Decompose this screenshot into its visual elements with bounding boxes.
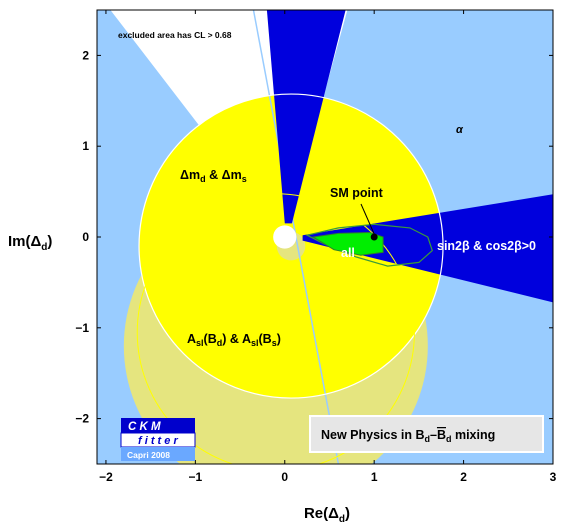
centre-excluded [273, 225, 297, 249]
sm-point-arrow [360, 203, 375, 235]
x-tick-label: 3 [550, 470, 557, 484]
plot-area [97, 10, 553, 464]
all-region [311, 231, 384, 256]
x-tick-label: 2 [460, 470, 467, 484]
logo-capri: Capri 2008 [127, 450, 170, 460]
alpha-label: α [456, 124, 464, 136]
y-tick-label: 0 [82, 230, 89, 244]
asl-outline [136, 193, 415, 464]
y-axis-ticks: −2 −1 0 1 2 [75, 48, 553, 426]
y-tick-label: −2 [75, 412, 89, 426]
x-axis-ticks: −2 −1 0 1 2 3 [99, 10, 557, 484]
sm-point-marker [370, 233, 378, 241]
x-tick-label: −1 [189, 470, 203, 484]
dm-region [139, 94, 444, 399]
sin2beta-label: sin2β & cos2β>0 [437, 239, 536, 253]
title-banner: New Physics in Bd–Bd mixing [309, 415, 544, 453]
dm-label: Δmd & Δms [180, 168, 247, 184]
y-tick-label: 2 [82, 48, 89, 62]
y-tick-label: −1 [75, 321, 89, 335]
x-axis-label: Re(Δd) [304, 505, 350, 522]
y-axis-label: Im(Δd) [8, 233, 52, 253]
x-tick-label: −2 [99, 470, 113, 484]
sm-point-label: SM point [330, 186, 384, 200]
x-tick-label: 0 [281, 470, 288, 484]
sin2beta-region-upper [266, 10, 346, 224]
all-label: all [341, 246, 355, 260]
x-tick-label: 1 [371, 470, 378, 484]
all-outer-contour [305, 223, 433, 267]
sin2beta-region [302, 194, 553, 303]
logo-ckm: C K M [128, 421, 161, 433]
logo-fitter: f i t t e r [138, 435, 178, 447]
ckmfitter-logo: C K M f i t t e r Capri 2008 [120, 418, 196, 461]
excluded-area-note: excluded area has CL > 0.68 [118, 30, 232, 40]
dm-outline [138, 93, 444, 399]
banner-text: New Physics in Bd–Bd mixing [321, 428, 495, 444]
y-tick-label: 1 [82, 139, 89, 153]
asl-label: Asl(Bd) & Asl(Bs) [187, 332, 281, 348]
